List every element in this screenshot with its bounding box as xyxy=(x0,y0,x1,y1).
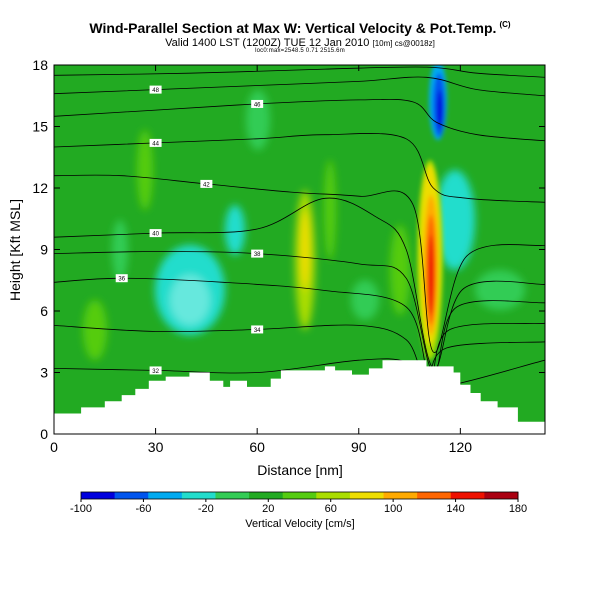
colorbar-tick-label: 140 xyxy=(446,503,464,515)
x-tick-label: 90 xyxy=(351,439,367,455)
terrain xyxy=(54,360,545,434)
plot-area xyxy=(54,65,545,434)
chart-subtitle: Valid 1400 LST (1200Z) TUE 12 Jan 2010 [… xyxy=(0,37,600,49)
chart-subtitle-text: Valid 1400 LST (1200Z) TUE 12 Jan 2010 xyxy=(165,37,370,49)
convective-core xyxy=(417,65,447,360)
isotherm-label-bg xyxy=(251,99,264,108)
isotherm-label-bg xyxy=(149,85,162,94)
chart-subtitle-detail: [10m] cs@0018z] xyxy=(372,39,435,48)
x-axis-label: Distance [nm] xyxy=(257,462,343,478)
colorbar-segment xyxy=(450,492,485,499)
isotherm-label-bg xyxy=(115,274,128,283)
isotherm-label-layer: 32 34 36 38 40 42 44 46 48 xyxy=(115,85,264,375)
isotherm-line xyxy=(54,197,545,369)
colorbar-segment xyxy=(81,492,116,499)
colorbar-label: Vertical Velocity [cm/s] xyxy=(245,518,354,530)
x-tick-label: 30 xyxy=(148,439,164,455)
y-tick-label: 0 xyxy=(40,426,48,442)
colorbar-segment xyxy=(316,492,351,499)
colorbar-tick-label: -100 xyxy=(70,503,92,515)
colorbar-segment xyxy=(383,492,418,499)
colorbar-segment xyxy=(114,492,149,499)
isotherm-line xyxy=(54,324,545,382)
y-tick-label: 12 xyxy=(32,180,48,196)
isotherm-line xyxy=(54,277,545,378)
colorbar-segment xyxy=(249,492,284,499)
y-tick-label: 6 xyxy=(40,303,48,319)
weak-updraft xyxy=(324,160,336,260)
weak-updraft xyxy=(246,90,270,150)
colorbar-tick-label: 180 xyxy=(509,503,527,515)
weak-updraft xyxy=(137,130,153,210)
colorbar-segment xyxy=(282,492,317,499)
x-tick-label: 120 xyxy=(449,439,473,455)
colorbar-tick-label: 60 xyxy=(325,503,337,515)
isotherm-label: 36 xyxy=(118,277,125,283)
chart-title-text: Wind-Parallel Section at Max W: Vertical… xyxy=(89,20,497,36)
colorbar-segment xyxy=(181,492,216,499)
x-tick-label: 60 xyxy=(249,439,265,455)
downdraft-region xyxy=(435,170,475,270)
isotherm-label-bg xyxy=(149,366,162,375)
y-tick-label: 15 xyxy=(32,119,48,135)
weak-downdraft xyxy=(475,270,525,310)
colorbar-segment xyxy=(484,492,519,499)
isotherm-label: 32 xyxy=(152,369,159,375)
downdraft-core xyxy=(170,275,210,325)
y-tick-label: 3 xyxy=(40,365,48,381)
isotherm-label: 38 xyxy=(254,252,261,258)
y-tick-label: 9 xyxy=(40,242,48,258)
isotherm-label: 42 xyxy=(203,182,210,188)
updraft-core xyxy=(428,235,434,315)
colorbar-segment xyxy=(349,492,385,499)
isotherm-label: 48 xyxy=(152,88,159,94)
weak-updraft xyxy=(83,300,107,360)
colorbar-tick-label: -20 xyxy=(198,503,214,515)
isotherm-label-bg xyxy=(149,229,162,238)
colorbar-tick-label: 100 xyxy=(384,503,402,515)
downdraft-core xyxy=(437,90,443,130)
isotherm-label: 34 xyxy=(254,328,261,334)
isotherm-label: 40 xyxy=(152,232,159,238)
chart-title-mark: (C) xyxy=(499,20,511,30)
colorbar-segment xyxy=(417,492,452,499)
colorbar-tick-label: -60 xyxy=(135,503,151,515)
isotherm-line xyxy=(54,174,545,353)
isotherm-label: 44 xyxy=(152,141,159,147)
y-axis-label: Height [Kft MSL] xyxy=(7,199,23,301)
colorbar-tick-label: 20 xyxy=(262,503,274,515)
weak-downdraft xyxy=(351,280,379,320)
isotherm-line xyxy=(54,66,545,78)
chart-subnote: loc0:max=2548.5 0.71 2515.6m xyxy=(255,48,345,54)
chart-title: Wind-Parallel Section at Max W: Vertical… xyxy=(0,20,600,36)
downdraft-region xyxy=(225,205,245,255)
colorbar-segment xyxy=(215,492,250,499)
isotherm-label-bg xyxy=(251,325,264,334)
colorbar: -100 -60 -20 20 60 100 140 180 xyxy=(70,491,527,515)
updraft-core xyxy=(300,210,310,290)
y-tick-label: 18 xyxy=(32,57,48,73)
isotherm-label-bg xyxy=(149,138,162,147)
isotherm-label-bg xyxy=(200,179,213,188)
x-tick-label: 0 xyxy=(50,439,58,455)
isotherm-line xyxy=(54,98,545,142)
isotherm-label-bg xyxy=(251,249,264,258)
weak-updraft xyxy=(390,225,410,315)
colorbar-segment xyxy=(148,492,183,499)
colorbar-frame xyxy=(80,491,519,500)
isotherm-label: 46 xyxy=(254,102,261,108)
weak-updraft xyxy=(112,220,128,280)
